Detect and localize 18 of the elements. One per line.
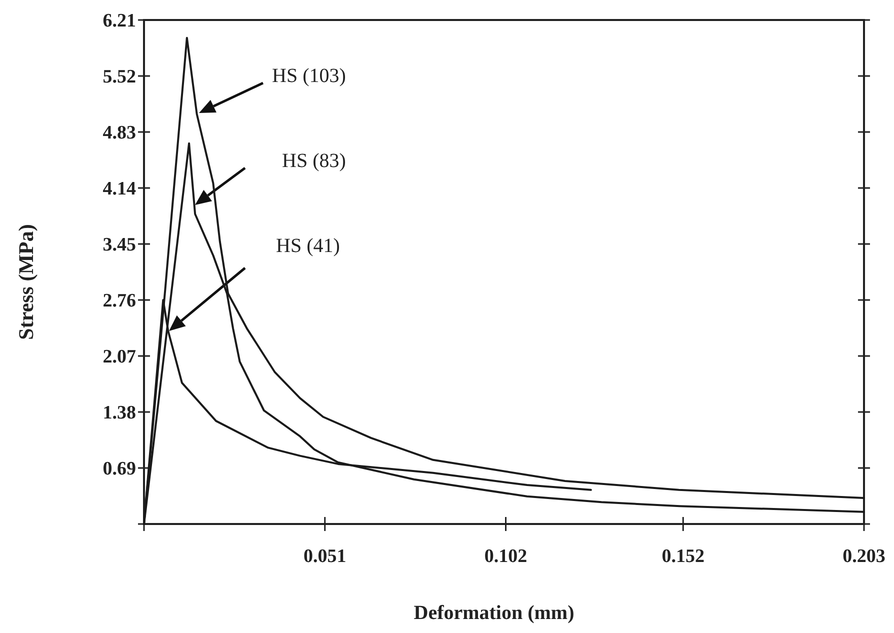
y-tick-label: 3.45: [102, 234, 136, 256]
y-tick-label: 0.69: [102, 458, 136, 480]
y-tick-label: 1.38: [102, 402, 136, 424]
y-tick-label: 6.21: [102, 10, 136, 32]
x-tick-label: 0.051: [304, 546, 346, 567]
x-axis-title: Deformation (mm): [414, 602, 574, 624]
x-tick-label: 0.152: [662, 546, 704, 567]
annotation: HS (41): [276, 235, 340, 257]
y-tick-label: 4.14: [102, 178, 136, 200]
y-tick-label: 4.83: [102, 122, 136, 144]
x-tick-label: 0.203: [842, 546, 886, 567]
y-tick-label: 5.52: [102, 66, 136, 88]
y-tick-label: 2.07: [102, 346, 136, 368]
annotation: HS (83): [282, 150, 346, 172]
y-axis-title: Stress (MPa): [14, 224, 38, 340]
x-tick-label: 0.102: [484, 546, 528, 567]
y-tick-label: 2.76: [102, 290, 136, 312]
annotation: HS (103): [272, 65, 346, 87]
